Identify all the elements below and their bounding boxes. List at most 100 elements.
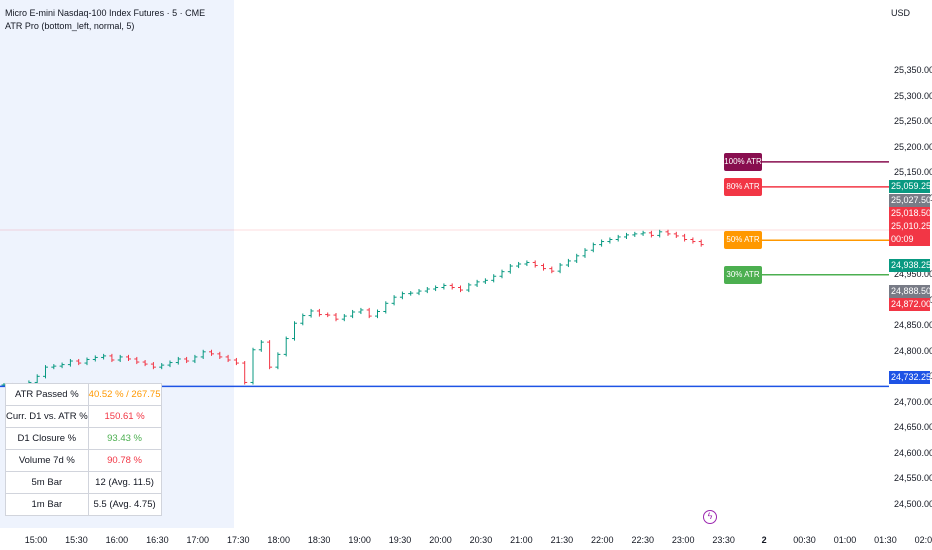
symbol-title[interactable]: Micro E-mini Nasdaq-100 Index Futures · … [5,8,206,18]
price-tick: 25,300.00 [894,90,932,101]
ohlc-bar [325,312,331,318]
price-badge: 00:09 [889,233,930,246]
ohlc-bar [242,361,248,385]
ohlc-bar [665,229,671,236]
time-tick: 20:00 [429,535,452,545]
ohlc-bar [184,356,190,364]
time-tick: 20:30 [469,535,493,545]
ohlc-bar [391,295,397,306]
ohlc-bar [648,230,654,238]
ohlc-bar [491,274,497,283]
ohlc-bar [673,231,679,238]
ohlc-bar [275,352,281,370]
stats-label: D1 Closure % [5,427,89,450]
time-tick: 19:30 [388,535,412,545]
ohlc-bar [300,313,306,326]
price-badge: 24,732.25 [889,371,932,384]
ohlc-bar [258,340,264,352]
atr-stats-table: ATR Passed % 40.52 % / 267.75 Curr. D1 vs.… [5,383,162,516]
ohlc-bar [690,237,696,244]
ohlc-bar [142,359,148,367]
ohlc-bar [43,365,48,379]
time-tick: 19:00 [348,535,371,545]
ohlc-bar [316,308,322,317]
stats-row: D1 Closure % 93.43 % [5,427,162,450]
ohlc-bar [474,279,480,287]
time-tick: 21:30 [550,535,574,545]
ohlc-bar [433,285,439,292]
price-badge: 24,938.25 [889,259,932,272]
ohlc-bar [76,358,82,366]
ohlc-bar [408,291,414,296]
ohlc-bar [383,301,389,314]
ohlc-bar [134,356,140,365]
lightning-icon[interactable]: ϟ [703,510,717,524]
price-tick: 25,250.00 [894,116,932,127]
stats-value: 12 (Avg. 11.5) [87,471,162,494]
stats-value: 90.78 % [87,449,162,472]
indicator-title[interactable]: ATR Pro (bottom_left, normal, 5) [5,21,135,31]
ohlc-bar [350,309,356,319]
time-tick: 01:00 [833,535,857,545]
ohlc-bar [209,349,214,356]
ohlc-bar [466,282,472,293]
ohlc-bar [250,347,256,385]
time-tick: 22:30 [631,535,655,545]
ohlc-bar [399,291,405,300]
stats-label: 5m Bar [5,471,89,494]
ohlc-bar [150,362,156,370]
ohlc-bar [375,309,380,319]
atr-level-label: 80% ATR [724,177,762,196]
ohlc-bar [233,357,239,366]
price-tick: 25,150.00 [894,167,932,178]
ohlc-bar [117,354,123,363]
price-tick: 24,500.00 [894,499,932,509]
ohlc-bar [416,289,422,296]
ohlc-bar [482,278,488,284]
price-tick: 25,200.00 [894,141,932,152]
ohlc-bar [574,253,580,263]
ohlc-bar [34,374,40,385]
time-tick: 00:30 [793,535,816,545]
stats-label: Curr. D1 vs. ATR % [5,405,89,428]
ohlc-bar [424,286,430,294]
currency-label[interactable]: USD [890,8,910,18]
ohlc-bar [67,358,73,367]
ohlc-bar [499,269,505,279]
price-badge: 24,888.50 [889,285,932,298]
price-chart[interactable] [0,0,889,528]
ohlc-bar [341,314,347,322]
price-badge: 25,010.25 [889,220,932,233]
price-badge: 25,059.25 [889,180,932,193]
price-badge: 25,027.50 [889,194,932,207]
ohlc-bar [640,230,646,236]
ohlc-bar [358,307,364,315]
ohlc-bar [283,336,289,357]
price-badge: 25,018.50 [889,207,932,220]
stats-label: 1m Bar [5,493,89,516]
price-badge: 24,872.00 [889,298,932,311]
time-tick: 16:00 [105,535,129,545]
ohlc-bar [565,258,571,268]
ohlc-bar [449,283,455,290]
ohlc-bar [632,231,638,237]
stats-label: ATR Passed % [5,383,89,406]
stats-label: Volume 7d % [5,449,89,472]
price-tick: 24,850.00 [894,320,932,331]
ohlc-bar [507,264,513,274]
ohlc-bar [101,353,107,360]
ohlc-bar [516,261,522,269]
ohlc-bar [590,242,596,253]
ohlc-bar [524,260,530,267]
ohlc-bar [599,239,605,247]
time-tick: 15:00 [24,535,48,545]
time-tick: 22:00 [591,535,614,545]
atr-level-label: 30% ATR [724,265,762,284]
time-axis[interactable] [0,528,932,550]
time-tick: 17:30 [226,535,250,545]
ohlc-bar [366,307,372,319]
ohlc-bar [167,360,173,368]
ohlc-bar [59,362,65,369]
ohlc-bar [441,283,447,290]
atr-level-label: 100% ATR [724,152,762,171]
